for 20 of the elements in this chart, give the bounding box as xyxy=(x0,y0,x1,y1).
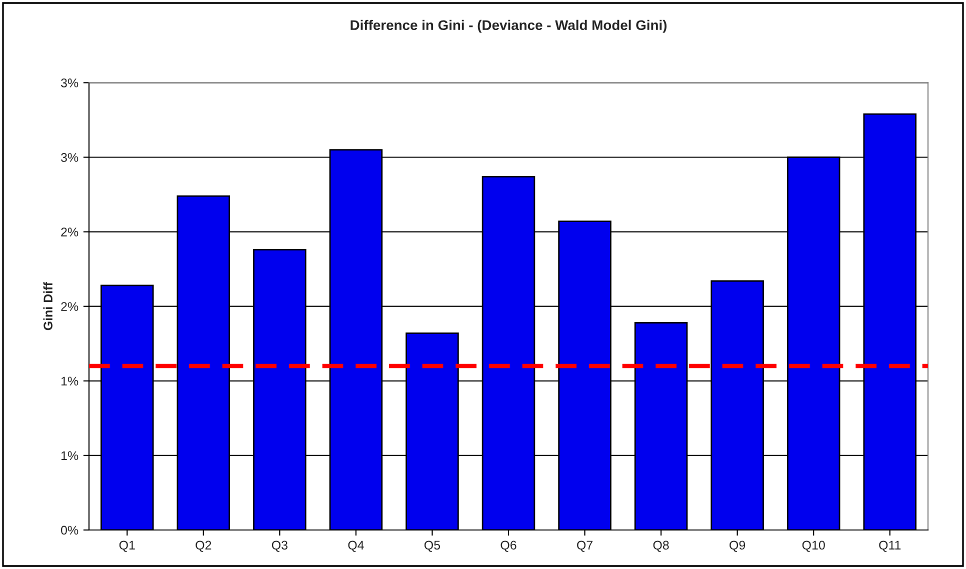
x-tick-label: Q1 xyxy=(119,540,135,552)
y-tick-label: 3% xyxy=(60,78,78,88)
x-tick-label: Q7 xyxy=(577,540,592,552)
x-tick-label: Q6 xyxy=(500,540,516,552)
x-tick-label: Q11 xyxy=(879,540,901,552)
x-tick-label: Q10 xyxy=(802,540,825,552)
x-tick-label: Q5 xyxy=(424,540,440,552)
y-tick-label: 1% xyxy=(61,451,78,460)
y-tick-label: 3% xyxy=(60,153,78,162)
x-tick-label: Q8 xyxy=(653,540,669,552)
y-tick-label: 0% xyxy=(61,526,78,535)
chart-title: Difference in Gini - (Deviance - Wald Model Gini) xyxy=(350,20,667,33)
y-axis-title: Gini Diff xyxy=(43,282,52,330)
y-tick-label: 1% xyxy=(61,376,78,386)
y-tick-label: 2% xyxy=(61,228,78,236)
x-tick-label: Q4 xyxy=(348,540,364,552)
x-tick-label: Q3 xyxy=(272,540,288,552)
x-tick-label: Q2 xyxy=(196,540,212,552)
y-tick-label: 2% xyxy=(61,302,78,311)
x-tick-label: Q9 xyxy=(730,540,746,552)
